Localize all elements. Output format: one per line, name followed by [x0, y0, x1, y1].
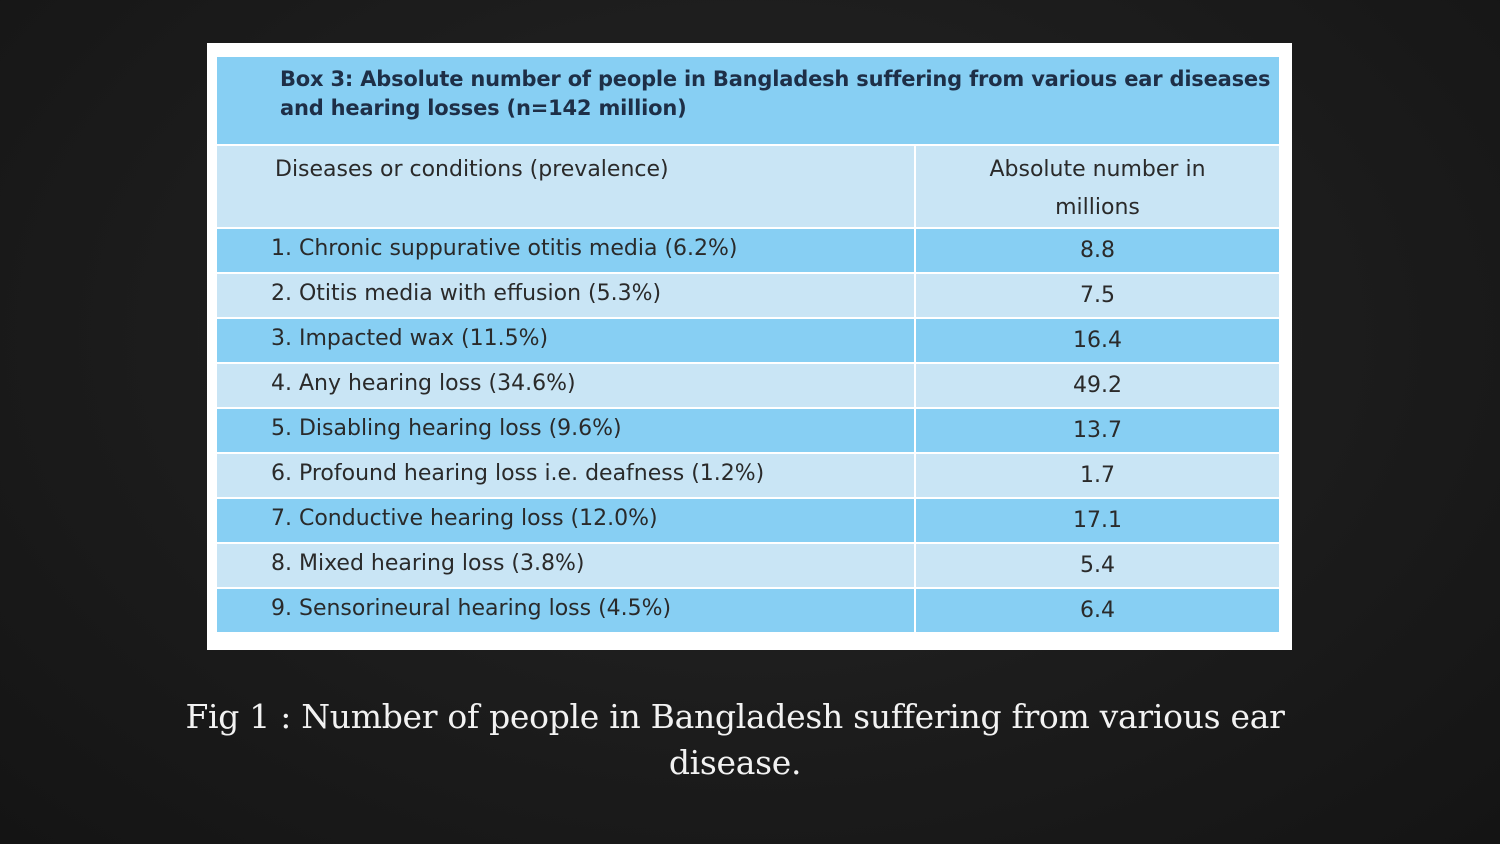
figure-caption: Fig 1 : Number of people in Bangladesh s…	[150, 694, 1320, 786]
table-body: 1. Chronic suppurative otitis media (6.2…	[217, 228, 1279, 634]
disease-label: 9. Sensorineural hearing loss (4.5%)	[217, 588, 916, 634]
column-header-diseases: Diseases or conditions (prevalence)	[217, 146, 916, 229]
absolute-number-value: 13.7	[915, 408, 1279, 454]
ear-disease-table: Diseases or conditions (prevalence) Abso…	[217, 146, 1279, 634]
disease-label: 1. Chronic suppurative otitis media (6.2…	[217, 228, 916, 274]
disease-label: 8. Mixed hearing loss (3.8%)	[217, 543, 916, 589]
disease-label: 2. Otitis media with effusion (5.3%)	[217, 273, 916, 319]
absolute-number-value: 7.5	[915, 273, 1279, 319]
disease-label: 4. Any hearing loss (34.6%)	[217, 363, 916, 409]
table-row: 5. Disabling hearing loss (9.6%) 13.7	[217, 408, 1279, 454]
absolute-number-value: 8.8	[915, 228, 1279, 274]
column-header-absolute-number: Absolute number in millions	[915, 146, 1279, 229]
figure-caption-line-2: disease.	[668, 743, 802, 782]
table-frame: Box 3: Absolute number of people in Bang…	[207, 43, 1292, 650]
table-title-line-2: and hearing losses (n=142 million)	[280, 96, 687, 120]
table-title: Box 3: Absolute number of people in Bang…	[217, 57, 1279, 144]
table-title-line-1: Box 3: Absolute number of people in Bang…	[280, 67, 1271, 91]
absolute-number-value: 17.1	[915, 498, 1279, 544]
table-row: 9. Sensorineural hearing loss (4.5%) 6.4	[217, 588, 1279, 634]
table-row: 4. Any hearing loss (34.6%) 49.2	[217, 363, 1279, 409]
disease-label: 6. Profound hearing loss i.e. deafness (…	[217, 453, 916, 499]
disease-label: 7. Conductive hearing loss (12.0%)	[217, 498, 916, 544]
absolute-number-value: 6.4	[915, 588, 1279, 634]
figure-caption-line-1: Fig 1 : Number of people in Bangladesh s…	[185, 697, 1285, 736]
column-header-absolute-number-line-2: millions	[1055, 195, 1140, 220]
table-row: 3. Impacted wax (11.5%) 16.4	[217, 318, 1279, 364]
table-row: 6. Profound hearing loss i.e. deafness (…	[217, 453, 1279, 499]
table-row: 1. Chronic suppurative otitis media (6.2…	[217, 228, 1279, 274]
table-header-row: Diseases or conditions (prevalence) Abso…	[217, 146, 1279, 229]
table-row: 7. Conductive hearing loss (12.0%) 17.1	[217, 498, 1279, 544]
column-header-absolute-number-line-1: Absolute number in	[989, 157, 1206, 182]
table-row: 2. Otitis media with effusion (5.3%) 7.5	[217, 273, 1279, 319]
disease-label: 5. Disabling hearing loss (9.6%)	[217, 408, 916, 454]
absolute-number-value: 1.7	[915, 453, 1279, 499]
disease-label: 3. Impacted wax (11.5%)	[217, 318, 916, 364]
absolute-number-value: 5.4	[915, 543, 1279, 589]
table-row: 8. Mixed hearing loss (3.8%) 5.4	[217, 543, 1279, 589]
absolute-number-value: 49.2	[915, 363, 1279, 409]
absolute-number-value: 16.4	[915, 318, 1279, 364]
